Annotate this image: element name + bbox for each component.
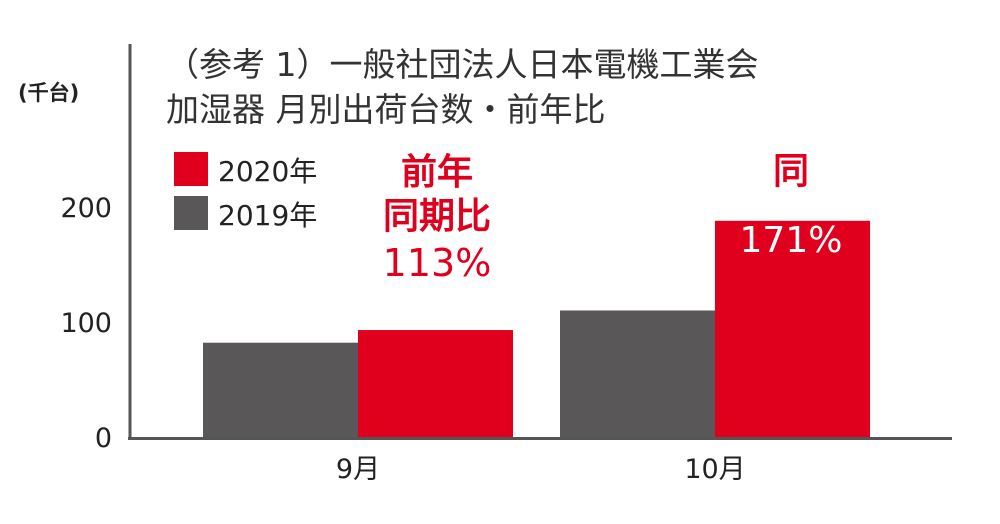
legend-swatch-2019 [174, 196, 208, 230]
sep-annotation-percent: 113% [383, 241, 492, 285]
sep-annotation-line1: 前年 [401, 152, 473, 193]
y-tick-label: 100 [60, 308, 112, 339]
bar-2020年-10月 [715, 220, 870, 437]
oct-annotation-percent: 171% [740, 220, 843, 261]
chart-title-line2: 加湿器 月別出荷台数・前年比 [166, 90, 606, 129]
legend-label-2020: 2020年 [218, 155, 317, 188]
legend-label-2019: 2019年 [218, 199, 317, 232]
x-axis-categories: 9月 10月 [336, 454, 746, 485]
bar-2019年-9月 [203, 342, 358, 437]
bars-group [203, 220, 870, 437]
sep-annotation-line2: 同期比 [383, 196, 491, 237]
legend-swatch-2020 [174, 152, 208, 186]
y-axis-ticks: 0 100 200 [60, 193, 112, 454]
y-tick-label: 0 [95, 423, 112, 454]
y-axis-unit-label: (千台) [18, 81, 79, 105]
bar-2019年-10月 [560, 310, 715, 437]
x-category-label: 10月 [684, 454, 745, 485]
bar-2020年-9月 [358, 330, 513, 437]
chart-title-line1: （参考 1）一般社団法人日本電機工業会 [166, 45, 759, 84]
oct-annotation-label: 同 [773, 151, 809, 192]
y-tick-label: 200 [60, 193, 112, 224]
x-category-label: 9月 [336, 454, 380, 485]
